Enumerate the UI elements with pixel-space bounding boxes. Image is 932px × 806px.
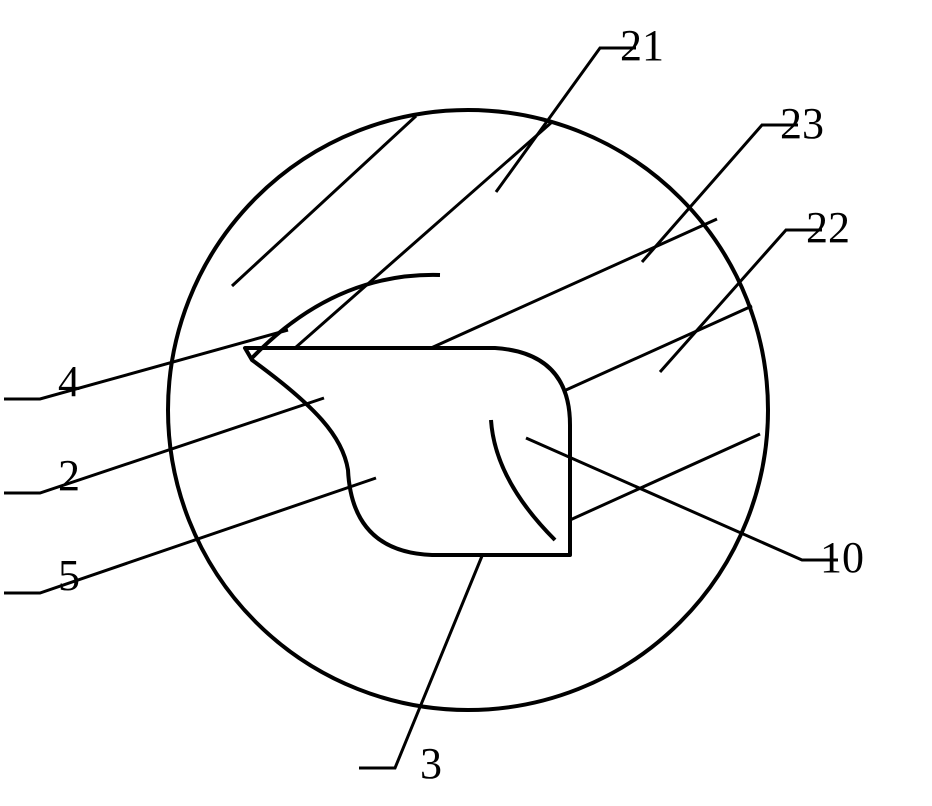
cavity-outline [245, 348, 570, 555]
top-left-arc [252, 275, 440, 358]
hatch-line [566, 306, 752, 390]
hatch-line [295, 122, 552, 348]
label-23: 23 [780, 99, 824, 148]
label-21: 21 [620, 21, 664, 70]
leader-10 [526, 438, 838, 560]
hatch-line [232, 116, 416, 286]
label-2: 2 [58, 451, 80, 500]
label-3: 3 [420, 739, 442, 788]
leader-21 [496, 48, 636, 192]
label-22: 22 [806, 203, 850, 252]
inner-profile [245, 275, 570, 555]
label-10: 10 [820, 533, 864, 582]
hatch-line [570, 434, 760, 520]
leader-22 [660, 230, 822, 372]
leader-2 [4, 398, 324, 493]
leader-4 [4, 330, 288, 399]
label-5: 5 [58, 551, 80, 600]
label-4: 4 [58, 357, 80, 406]
leader-3 [359, 556, 482, 768]
hatch-line [431, 219, 717, 348]
technical-diagram: 21 23 22 10 3 4 2 5 [0, 0, 932, 806]
